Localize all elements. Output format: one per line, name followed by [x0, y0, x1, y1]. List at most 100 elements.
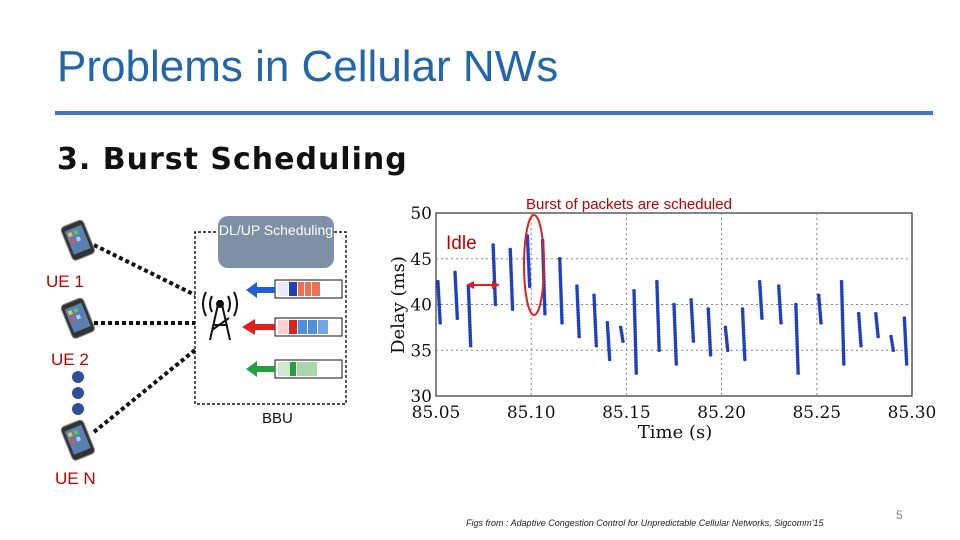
data-point	[891, 345, 895, 350]
data-point	[689, 300, 694, 305]
data-point	[633, 340, 638, 345]
data-point	[903, 334, 908, 338]
data-point	[632, 306, 637, 311]
data-point	[593, 327, 598, 332]
burst-marks	[672, 302, 679, 366]
data-point	[466, 286, 471, 291]
data-point	[742, 341, 746, 346]
data-point	[510, 299, 515, 304]
data-point	[672, 307, 676, 312]
data-point	[453, 283, 458, 287]
data-point	[779, 318, 783, 322]
data-point	[467, 299, 471, 304]
data-point	[633, 335, 638, 339]
data-point	[759, 311, 764, 315]
data-point	[742, 336, 746, 341]
data-point	[891, 348, 896, 353]
data-point	[796, 368, 800, 373]
data-point	[758, 285, 762, 289]
data-point	[778, 307, 782, 312]
ue-label-1: UE 1	[46, 272, 84, 291]
burst-marks	[491, 243, 498, 307]
data-point	[633, 330, 637, 334]
burst-annotation: Burst of packets are scheduled	[526, 196, 732, 213]
data-point	[794, 326, 799, 331]
data-point	[468, 341, 473, 345]
data-point	[634, 355, 638, 360]
data-point	[437, 305, 442, 310]
data-point	[742, 349, 747, 354]
data-point	[455, 306, 459, 310]
data-point	[634, 361, 638, 365]
data-point	[560, 321, 564, 325]
data-point	[655, 282, 659, 287]
axis-ticks: 85.05 85.10 85.15 85.20 85.25 85.30 30 35 40 45 50	[410, 204, 936, 423]
data-point	[491, 245, 496, 250]
data-point	[634, 353, 638, 357]
queue-arrow-red	[242, 319, 275, 335]
data-point	[558, 285, 563, 289]
data-point	[559, 310, 564, 315]
data-point	[508, 255, 513, 260]
data-point	[741, 317, 745, 322]
data-point	[689, 303, 694, 307]
data-point	[902, 316, 907, 321]
data-point	[558, 274, 563, 279]
data-point	[633, 325, 637, 329]
data-point	[708, 342, 712, 347]
data-point	[841, 341, 846, 346]
data-point	[890, 342, 895, 347]
data-point	[794, 302, 798, 307]
data-point	[840, 310, 845, 315]
data-point	[605, 323, 610, 328]
data-point	[527, 284, 532, 289]
data-point	[689, 308, 694, 313]
data-point	[672, 313, 677, 317]
data-point	[858, 330, 862, 335]
data-point	[577, 334, 581, 339]
data-point	[575, 287, 579, 291]
data-point	[707, 325, 711, 329]
data-point	[758, 287, 762, 292]
data-point	[857, 317, 861, 321]
data-point	[619, 331, 624, 335]
data-point	[858, 333, 863, 337]
data-point	[509, 263, 513, 267]
data-point	[841, 333, 845, 338]
data-point	[559, 295, 563, 299]
data-point	[672, 318, 677, 322]
data-point	[656, 322, 661, 326]
data-point	[593, 322, 598, 327]
data-point	[656, 329, 661, 334]
data-point	[492, 271, 497, 276]
burst-marks	[557, 256, 564, 325]
data-point	[632, 291, 636, 296]
data-point	[903, 329, 907, 333]
idle-annotation: Idle	[446, 233, 477, 254]
data-point	[510, 296, 514, 301]
data-point	[795, 350, 800, 354]
data-point	[841, 344, 846, 348]
data-point	[453, 278, 458, 282]
data-point	[795, 342, 799, 346]
data-point	[436, 292, 441, 297]
data-point	[558, 280, 563, 284]
data-point	[619, 328, 623, 332]
data-point	[655, 285, 659, 289]
data-point	[436, 279, 440, 284]
data-point	[840, 308, 845, 312]
data-point	[674, 357, 678, 361]
data-point	[656, 327, 661, 331]
data-point	[841, 339, 845, 343]
data-point	[633, 319, 637, 324]
data-point	[857, 322, 862, 327]
data-point	[542, 306, 547, 311]
data-point	[593, 317, 597, 321]
data-point	[577, 326, 581, 331]
data-point	[725, 348, 730, 353]
data-point	[508, 250, 513, 254]
data-point	[453, 273, 457, 277]
ellipsis-dot	[72, 403, 84, 415]
data-point	[657, 345, 661, 350]
burst-marks	[453, 270, 460, 321]
